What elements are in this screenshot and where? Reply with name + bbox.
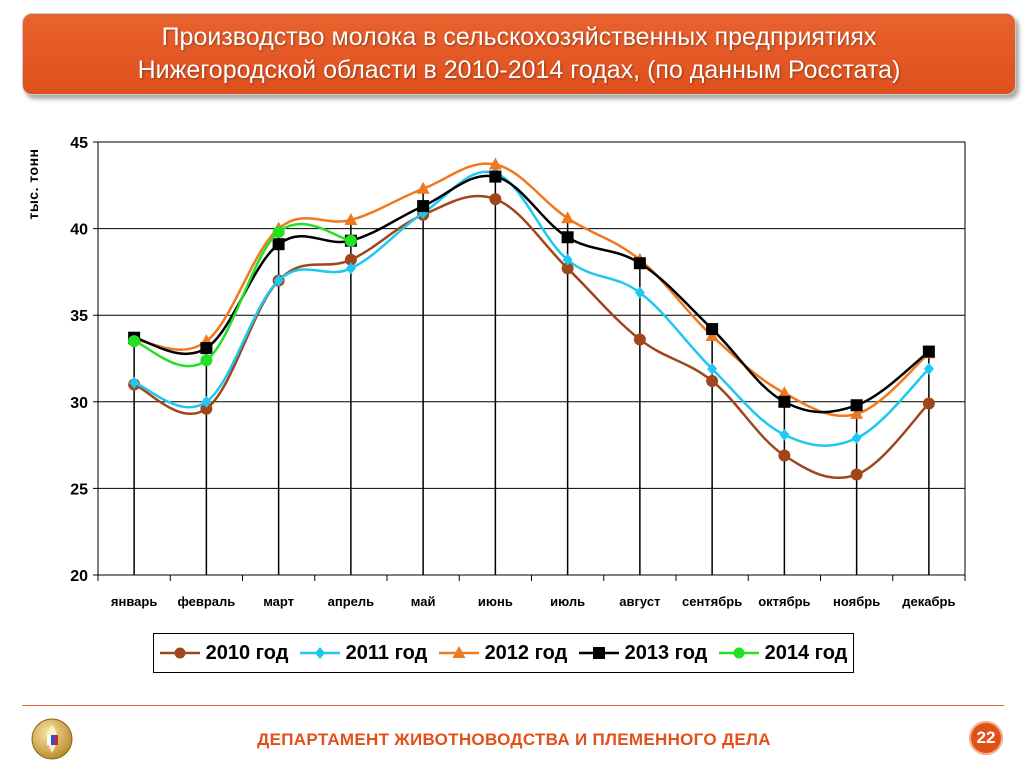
legend-item: 2013 год: [578, 641, 708, 665]
title-banner: Производство молока в сельскохозяйственн…: [22, 13, 1016, 95]
y-tick-label: 45: [70, 135, 88, 152]
series-2-point: [851, 432, 862, 445]
series-3-point: [416, 181, 430, 194]
series-4-point: [489, 170, 502, 183]
series-2-point: [562, 253, 573, 266]
legend-label: 2014 год: [764, 641, 848, 664]
series-2-point: [273, 274, 284, 287]
legend-item: 2012 год: [438, 641, 568, 665]
series-3-point: [777, 386, 791, 399]
x-tick-label: январь: [111, 594, 157, 609]
x-tick-label: июнь: [478, 594, 513, 609]
series-3-point: [488, 157, 502, 170]
legend-swatch-icon: [299, 647, 340, 659]
series-2-point: [707, 362, 718, 375]
x-tick-label: декабрь: [902, 594, 955, 609]
series-2-point: [634, 286, 645, 299]
legend-label: 2013 год: [624, 641, 708, 664]
series-4-point: [706, 323, 719, 336]
legend-swatch-icon: [578, 647, 619, 659]
series-2-point: [201, 395, 212, 408]
legend-label: 2011 год: [345, 641, 428, 664]
series-3-point: [344, 212, 358, 225]
legend-swatch-icon: [159, 647, 200, 659]
plot-area: [97, 141, 966, 576]
series-4-point: [778, 395, 791, 408]
x-tick-label: июль: [550, 594, 585, 609]
series-2-point: [923, 362, 934, 375]
y-tick-label: 40: [70, 222, 88, 239]
series-1-point: [850, 468, 863, 481]
legend-swatch-icon: [438, 646, 479, 658]
legend-label: 2012 год: [484, 641, 568, 664]
title-line-1: Производство молока в сельскохозяйственн…: [161, 23, 877, 51]
series-5-point: [200, 354, 213, 367]
x-tick-label: март: [263, 594, 294, 609]
series-1-point: [922, 397, 935, 410]
series-5-point: [344, 234, 357, 247]
y-tick-label: 30: [70, 395, 88, 412]
series-4-point: [850, 399, 863, 412]
x-tick-label: февраль: [177, 594, 235, 609]
series-5-point: [128, 335, 141, 348]
series-1-point: [706, 375, 719, 388]
series-5-point: [272, 226, 285, 239]
series-4-point: [561, 231, 574, 244]
series-1-point: [633, 333, 646, 346]
department-name: ДЕПАРТАМЕНТ ЖИВОТНОВОДСТВА И ПЛЕМЕННОГО …: [257, 730, 771, 749]
x-tick-label: апрель: [328, 594, 375, 609]
y-axis-title: тыс. тонн: [25, 148, 41, 220]
y-tick-label: 25: [70, 481, 88, 498]
series-4-point: [272, 238, 285, 251]
x-tick-label: ноябрь: [833, 594, 880, 609]
series-4-point: [200, 342, 213, 355]
x-tick-label: сентябрь: [682, 594, 742, 609]
x-tick-label: октябрь: [758, 594, 810, 609]
series-2-point: [779, 428, 790, 441]
legend-item: 2010 год: [159, 641, 289, 665]
series-5-line: [133, 222, 352, 368]
series-1-point: [778, 449, 791, 462]
legend-label: 2010 год: [205, 641, 289, 664]
chart-legend: 2010 год 2011 год 2012 год 2013 год 2014 год: [153, 633, 854, 673]
y-tick-label: 20: [70, 568, 88, 585]
legend-item: 2014 год: [718, 641, 848, 665]
series-3-point: [561, 211, 575, 224]
series-1-point: [489, 193, 502, 206]
y-tick-label: 35: [70, 308, 88, 325]
series-2-point: [345, 262, 356, 275]
series-4-point: [922, 345, 935, 358]
series-4-point: [633, 257, 646, 270]
ministry-emblem-icon: [31, 718, 73, 760]
legend-swatch-icon: [718, 647, 759, 659]
legend-item: 2011 год: [299, 641, 428, 665]
series-3-point: [850, 406, 864, 419]
x-tick-label: август: [619, 594, 660, 609]
x-tick-label: май: [411, 594, 436, 609]
title-line-2: Нижегородской области в 2010-2014 годах,…: [137, 56, 901, 84]
footer-divider: [22, 705, 1004, 706]
page-number-badge: 22: [969, 721, 1003, 755]
series-4-point: [417, 200, 430, 213]
series-2-point: [129, 376, 140, 389]
milk-production-chart: 20 25 30 35 40 45 январь февраль март апрель май ию…: [70, 135, 966, 609]
